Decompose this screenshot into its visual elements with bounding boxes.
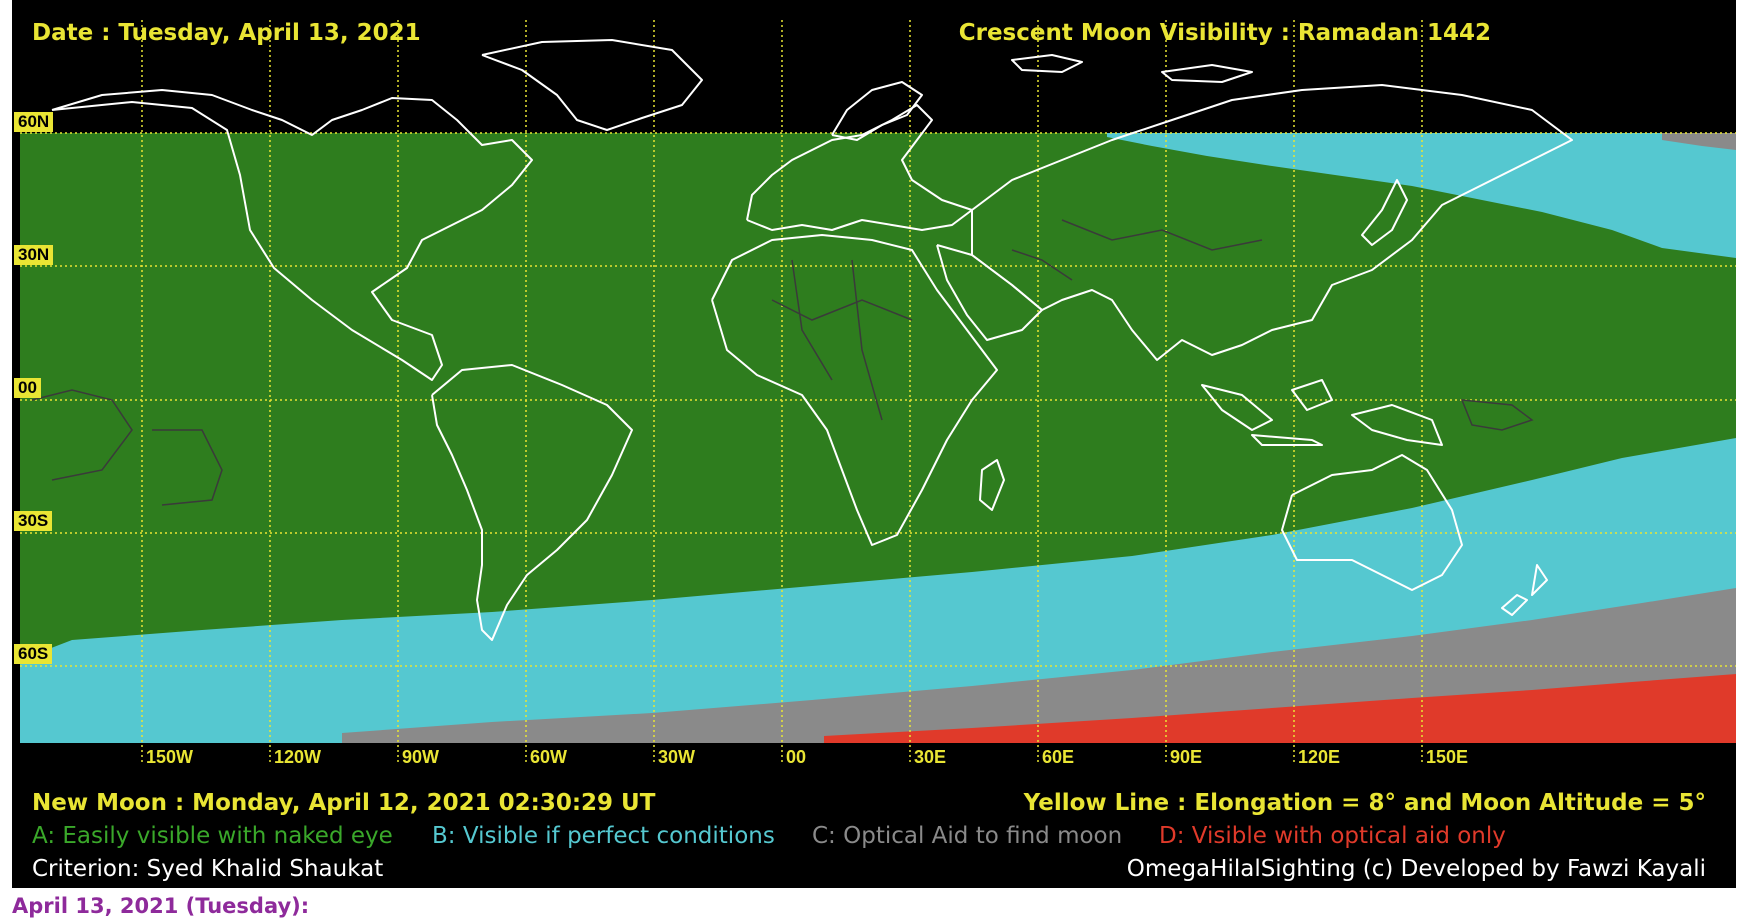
lon-label-150w: 150W bbox=[146, 747, 194, 767]
coastline-madagascar bbox=[979, 459, 1005, 511]
yellow-line-label: Yellow Line : Elongation = 8° and Moon A… bbox=[1023, 790, 1706, 816]
lon-label-90w: 90W bbox=[402, 747, 440, 767]
lon-label-00: 00 bbox=[786, 747, 807, 767]
lat-label-60n: 60N bbox=[14, 112, 54, 132]
latitude-gridlines bbox=[20, 132, 1736, 667]
lon-label-120w: 120W bbox=[274, 747, 322, 767]
lon-label-120e: 120E bbox=[1298, 747, 1341, 767]
coastline-south-america bbox=[431, 364, 633, 641]
lon-label-60e: 60E bbox=[1042, 747, 1075, 767]
coastline-greenland bbox=[481, 39, 703, 131]
coastline-north-america bbox=[51, 89, 533, 381]
coastline-australia bbox=[1281, 454, 1463, 591]
visibility-map-figure: Date : Tuesday, April 13, 2021 Crescent … bbox=[12, 0, 1736, 888]
lon-label-90e: 90E bbox=[1170, 747, 1203, 767]
coastline-new-guinea bbox=[1351, 404, 1443, 446]
lon-label-30e: 30E bbox=[914, 747, 947, 767]
new-moon-label: New Moon : Monday, April 12, 2021 02:30:… bbox=[32, 790, 656, 816]
coastline-scandinavia bbox=[831, 81, 923, 141]
caption: April 13, 2021 (Tuesday): bbox=[12, 894, 310, 918]
zone-b-north-area bbox=[1107, 133, 1736, 258]
coastline-new-zealand bbox=[1501, 564, 1548, 616]
lon-label-150e: 150E bbox=[1426, 747, 1469, 767]
legend-item-d: D: Visible with optical aid only bbox=[1159, 823, 1506, 849]
map-title: Crescent Moon Visibility : Ramadan 1442 bbox=[958, 20, 1491, 46]
coastline-europe bbox=[746, 104, 973, 231]
coastline-africa bbox=[711, 234, 998, 546]
coastline-japan bbox=[1361, 179, 1408, 246]
lat-label-00: 00 bbox=[14, 378, 41, 398]
zone-c-north-area bbox=[1662, 133, 1736, 150]
criterion-label: Criterion: Syed Khalid Shaukat bbox=[32, 856, 384, 882]
political-borders bbox=[31, 219, 1534, 506]
zone-d-south-area bbox=[824, 674, 1736, 743]
legend-item-c: C: Optical Aid to find moon bbox=[812, 823, 1123, 849]
coastlines bbox=[51, 39, 1573, 641]
legend-item-b: B: Visible if perfect conditions bbox=[432, 823, 775, 849]
map-canvas bbox=[20, 20, 1736, 765]
credit-label: OmegaHilalSighting (c) Developed by Fawz… bbox=[1126, 856, 1706, 882]
date-label: Date : Tuesday, April 13, 2021 bbox=[32, 20, 421, 46]
coastline-indonesia bbox=[1201, 379, 1333, 446]
legend-item-a: A: Easily visible with naked eye bbox=[32, 823, 393, 849]
lat-label-60s: 60S bbox=[14, 644, 53, 664]
coastline-arctic-islands bbox=[1011, 54, 1253, 83]
lon-label-60w: 60W bbox=[530, 747, 568, 767]
lon-label-30w: 30W bbox=[658, 747, 696, 767]
lat-label-30n: 30N bbox=[14, 245, 54, 265]
lat-label-30s: 30S bbox=[14, 511, 53, 531]
longitude-gridlines bbox=[141, 20, 1423, 765]
coastline-asia bbox=[971, 84, 1573, 361]
